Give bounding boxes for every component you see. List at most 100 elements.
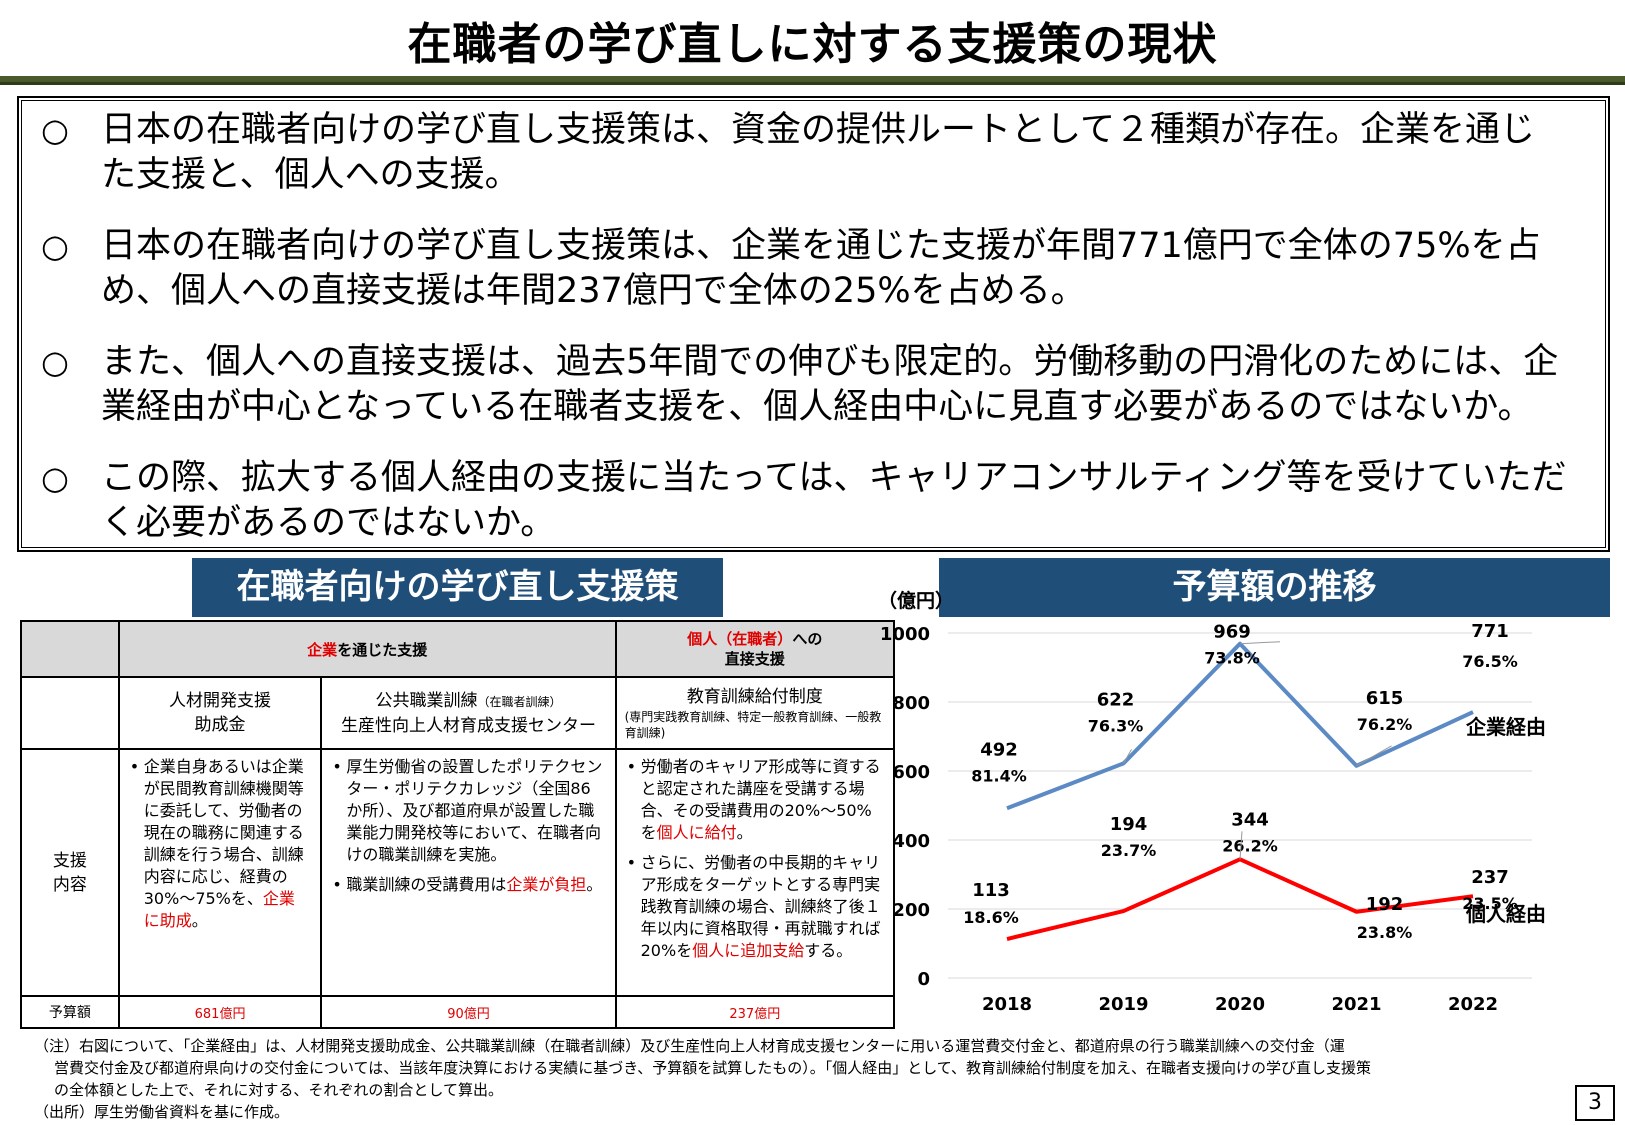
company-support-header: 企業を通じた支援 <box>117 620 617 678</box>
data-label-value: 237 <box>1471 867 1509 888</box>
budget-value: 237億円 <box>614 995 896 1029</box>
budget-line-chart: （億円） 0 200 400 600 800 1000 2018 2019 2020 2021 202… <box>878 589 1546 1015</box>
content-text: 厚生労働省の設置したポリテクセンター・ポリテクカレッジ（全国86か所）、及び都道… <box>346 757 603 864</box>
data-label-value: 615 <box>1366 688 1404 709</box>
program-education-benefit: 教育訓練給付制度 (専門実践教育訓練、特定一般教育訓練、一般教育訓練) <box>614 676 896 750</box>
list-item: 企業自身あるいは企業が民間教育訓練機関等に委託して、労働者の現在の職務に関連する… <box>128 756 311 932</box>
series-label-company: 企業経由 <box>1465 715 1546 739</box>
series-line-company <box>1006 641 1474 811</box>
series-label-individual: 個人経由 <box>1465 902 1546 926</box>
list-item: 職業訓練の受講費用は企業が負担。 <box>330 874 604 896</box>
summary-bullet: ○ 日本の在職者向けの学び直し支援策は、企業を通じた支援が年間771億円で全体の… <box>41 224 1568 314</box>
note-line: の全体額とした上で、それに対する、それぞれの割合として算出。 <box>54 1081 503 1099</box>
data-label-share: 76.3% <box>1088 716 1144 735</box>
data-label-share: 23.8% <box>1357 923 1413 942</box>
content-text: 職業訓練の受講費用は <box>346 875 507 894</box>
individual-label-line2: 直接支援 <box>724 650 785 668</box>
leader-line <box>1239 641 1281 645</box>
footnotes: （注）右図について、「企業経由」は、人材開発支援助成金、公共職業訓練（在職者訓練… <box>34 1035 1564 1123</box>
data-label-value: 771 <box>1471 621 1509 642</box>
support-table: 企業を通じた支援 個人（在職者）への 直接支援 人材開発支援 助成金 公共職業訓… <box>20 620 896 1029</box>
bullet-text: 日本の在職者向けの学び直し支援策は、資金の提供ルートとして２種類が存在。企業を通… <box>101 110 1535 195</box>
highlight-text: 企業に助成 <box>143 889 295 930</box>
individual-red-label: 個人（在職者） <box>687 630 793 648</box>
summary-bullet: ○ また、個人への直接支援は、過去5年間での伸びも限定的。労働移動の円滑化のため… <box>41 340 1568 430</box>
data-label-value: 113 <box>972 880 1010 901</box>
bullet-text: また、個人への直接支援は、過去5年間での伸びも限定的。労働移動の円滑化のためには… <box>101 342 1559 427</box>
support-measures-header: 在職者向けの学び直し支援策 <box>192 558 723 617</box>
y-axis-unit-label: （億円） <box>878 590 954 612</box>
content-text: 企業自身あるいは企業が民間教育訓練機関等に委託して、労働者の現在の職務に関連する… <box>143 757 304 908</box>
program-subsidy: 人材開発支援 助成金 <box>117 676 323 750</box>
support-content-label: 支援 内容 <box>20 748 120 997</box>
circle-bullet-icon: ○ <box>41 227 69 265</box>
data-label-value: 344 <box>1231 809 1269 830</box>
budget-label: 予算額 <box>20 995 120 1029</box>
data-label-share: 26.2% <box>1222 836 1278 855</box>
education-benefit-content: 労働者のキャリア形成等に資すると認定された講座を受講する場合、その受講費用の20… <box>614 748 896 997</box>
content-text: 。 <box>191 911 208 930</box>
x-tick-label: 2018 <box>982 994 1032 1015</box>
content-text: 。 <box>586 875 603 894</box>
program-name: 生産性向上人材育成支援センター <box>340 715 596 736</box>
program-note: （在職者訓練） <box>477 694 562 709</box>
company-red-label: 企業 <box>307 640 338 659</box>
data-label-value: 622 <box>1097 689 1135 710</box>
program-note: (専門実践教育訓練、特定一般教育訓練、一般教育訓練) <box>624 710 882 740</box>
x-tick-label: 2019 <box>1098 994 1148 1015</box>
individual-support-header: 個人（在職者）への 直接支援 <box>614 620 896 678</box>
highlight-text: 個人に給付 <box>656 823 737 842</box>
individual-label-rest: への <box>792 630 823 648</box>
data-label-share: 73.8% <box>1204 649 1260 668</box>
data-label-share: 76.2% <box>1357 715 1413 734</box>
data-label-share: 23.7% <box>1101 841 1157 860</box>
bullet-text: 日本の在職者向けの学び直し支援策は、企業を通じた支援が年間771億円で全体の75… <box>101 226 1541 311</box>
row-label: 支援 <box>52 850 87 871</box>
leader-line <box>1356 745 1392 767</box>
data-label-value: 194 <box>1110 814 1148 835</box>
list-item: 労働者のキャリア形成等に資すると認定された講座を受講する場合、その受講費用の20… <box>625 756 883 844</box>
circle-bullet-icon: ○ <box>41 111 69 149</box>
public-training-content: 厚生労働省の設置したポリテクセンター・ポリテクカレッジ（全国86か所）、及び都道… <box>320 748 617 997</box>
leader-line <box>1239 831 1243 860</box>
title-divider <box>0 76 1625 85</box>
x-tick-label: 2022 <box>1448 994 1498 1015</box>
page-title: 在職者の学び直しに対する支援策の現状 <box>407 19 1218 70</box>
content-text: 。 <box>736 823 753 842</box>
leader-line <box>1123 749 1132 764</box>
bullet-text: この際、拡大する個人経由の支援に当たっては、キャリアコンサルティング等を受けてい… <box>101 458 1567 543</box>
data-label-share: 81.4% <box>971 766 1027 785</box>
x-tick-label: 2021 <box>1331 994 1381 1015</box>
y-tick-label: 800 <box>892 693 930 714</box>
list-item: さらに、労働者の中長期的キャリア形成をターゲットとする専門実践教育訓練の場合、訓… <box>625 852 883 962</box>
budget-chart: （億円） 0 200 400 600 800 1000 2018 2019 2020 2021 202… <box>870 589 1625 1030</box>
summary-bullet: ○ 日本の在職者向けの学び直し支援策は、資金の提供ルートとして２種類が存在。企業… <box>41 108 1568 198</box>
x-tick-label: 2020 <box>1215 994 1265 1015</box>
summary-bullet: ○ この際、拡大する個人経由の支援に当たっては、キャリアコンサルティング等を受け… <box>41 456 1568 546</box>
program-name: 教育訓練給付制度 <box>686 687 823 707</box>
program-name: 人材開発支援 <box>169 691 272 711</box>
table-corner-cell <box>20 620 120 678</box>
budget-value: 90億円 <box>320 995 617 1029</box>
y-tick-label: 400 <box>892 831 930 852</box>
note-line: （注）右図について、「企業経由」は、人材開発支援助成金、公共職業訓練（在職者訓練… <box>34 1037 1345 1055</box>
y-tick-label: 600 <box>892 762 930 783</box>
data-label-value: 192 <box>1366 894 1404 915</box>
y-tick-label: 0 <box>917 969 930 990</box>
data-label-share: 18.6% <box>963 908 1019 927</box>
list-item: 厚生労働省の設置したポリテクセンター・ポリテクカレッジ（全国86か所）、及び都道… <box>330 756 604 866</box>
program-public-training: 公共職業訓練（在職者訓練） 生産性向上人材育成支援センター <box>320 676 617 750</box>
summary-box: ○ 日本の在職者向けの学び直し支援策は、資金の提供ルートとして２種類が存在。企業… <box>17 96 1610 552</box>
y-tick-label: 1000 <box>880 624 930 645</box>
page-number: 3 <box>1575 1085 1615 1121</box>
circle-bullet-icon: ○ <box>41 343 69 381</box>
source-line: （出所）厚生労働省資料を基に作成。 <box>34 1103 290 1121</box>
budget-trend-header: 予算額の推移 <box>939 558 1610 617</box>
data-label-value: 969 <box>1213 622 1251 643</box>
subsidy-content: 企業自身あるいは企業が民間教育訓練機関等に委託して、労働者の現在の職務に関連する… <box>117 748 323 997</box>
row-label: 内容 <box>52 874 87 895</box>
company-label-rest: を通じた支援 <box>337 640 428 659</box>
highlight-text: 企業が負担 <box>506 875 587 894</box>
program-name: 公共職業訓練 <box>375 690 478 711</box>
y-tick-label: 200 <box>892 900 930 921</box>
